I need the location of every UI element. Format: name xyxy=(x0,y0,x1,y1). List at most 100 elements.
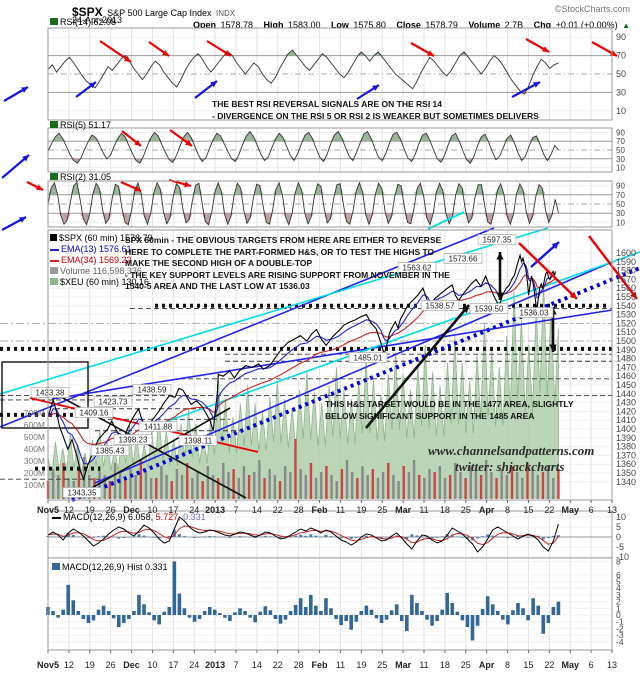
price-label: 1423.73 xyxy=(99,398,128,407)
macd-axis-label: 0 xyxy=(616,532,621,542)
indicator-icon xyxy=(50,18,58,25)
x-axis-label: 25 xyxy=(461,660,471,670)
macd-mini-hist-bar xyxy=(556,535,560,537)
macd-mini-hist-bar xyxy=(102,535,106,537)
arrow-head xyxy=(630,291,637,299)
hist-bar xyxy=(379,615,384,624)
x-axis-label: 2013 xyxy=(205,660,225,670)
x-axis-label: 17 xyxy=(168,660,178,670)
volume-bar xyxy=(294,439,297,499)
x-axis-label: 26 xyxy=(106,660,116,670)
macd-signal-line xyxy=(47,525,559,546)
volume-bar xyxy=(423,478,426,499)
arrow-head xyxy=(532,82,540,88)
volume-bar xyxy=(464,478,467,499)
hist-bar xyxy=(177,593,182,615)
hist-bar xyxy=(480,608,485,615)
price-axis-label: 1580 xyxy=(616,266,636,276)
volume-bar xyxy=(170,481,173,499)
panel-border xyxy=(47,557,613,651)
hist-bar xyxy=(324,598,328,615)
x-axis-label: 28 xyxy=(294,505,304,515)
volume-bar xyxy=(268,469,271,499)
rsi14-legend: RSI(14) 62.08 xyxy=(50,17,116,27)
arrow-head xyxy=(461,305,469,314)
price-label-box xyxy=(469,303,509,314)
x-axis-label: 17 xyxy=(168,505,178,515)
macd-mini-hist-bar xyxy=(380,537,384,539)
price-axis-label: 1590 xyxy=(616,257,636,267)
macd-mini-hist-bar xyxy=(152,537,156,538)
x-axis-label: Feb xyxy=(312,505,329,515)
price-label: 1485.01 xyxy=(354,354,383,363)
volume-bar xyxy=(124,478,127,499)
hist-bar xyxy=(485,596,490,615)
arrow-head xyxy=(224,50,231,56)
hs-target-annotation: THIS H&S TARGET WOULD BE IN THE 1477 ARE… xyxy=(325,399,574,421)
hist-bar xyxy=(399,615,404,622)
price-axis-label: 1560 xyxy=(616,283,636,293)
volume-bar xyxy=(232,469,235,499)
hist-bar xyxy=(319,610,323,615)
volume-bar xyxy=(412,460,416,499)
arrow-head xyxy=(134,139,141,146)
hist-bar xyxy=(192,615,197,622)
macd-mini-hist-bar xyxy=(486,534,490,537)
volume-bar xyxy=(376,478,380,499)
price-label-box xyxy=(514,307,554,318)
macd-mini-hist-bar xyxy=(364,535,368,537)
x-axis-label: 10 xyxy=(147,660,157,670)
arrow-head xyxy=(124,55,131,62)
macd-mini-hist-bar xyxy=(294,535,298,537)
volume-bar xyxy=(459,472,462,499)
macd-mini-hist-bar xyxy=(278,537,282,539)
price-axis-label: 1350 xyxy=(616,468,636,478)
x-axis-label: 15 xyxy=(523,505,533,515)
hist-bar xyxy=(212,609,217,615)
volume-bar xyxy=(62,463,65,499)
hist-bar xyxy=(425,615,429,620)
price-axis-label: 1460 xyxy=(616,371,636,381)
volume-bar xyxy=(51,469,55,499)
volume-bar xyxy=(479,475,483,499)
volume-bar xyxy=(366,475,369,499)
volume-bar xyxy=(247,475,251,499)
panel-border xyxy=(47,180,613,228)
volume-bar xyxy=(557,469,560,499)
ema34-line xyxy=(47,274,556,445)
macd-mini-hist-bar xyxy=(506,537,510,539)
x-axis-label: 25 xyxy=(377,505,387,515)
rsi5-axis-label: 70 xyxy=(616,137,625,146)
macd-mini-hist-bar xyxy=(304,535,308,537)
volume-bar xyxy=(397,481,400,499)
hist-bar xyxy=(541,615,546,634)
macd-line xyxy=(47,516,559,553)
arrow-head xyxy=(496,252,504,260)
x-axis-label: 25 xyxy=(377,660,387,670)
price-label-box xyxy=(443,253,483,264)
rsi5-axis-label: 10 xyxy=(616,164,625,173)
arrow-head xyxy=(210,81,217,88)
watermark-twitter: twitter: shjackcharts xyxy=(455,459,565,474)
price-label: 1398.11 xyxy=(184,437,213,446)
volume-axis-label: 300M xyxy=(24,456,45,466)
macd-axis-label: -5 xyxy=(616,542,624,552)
rsi2-axis-label: 70 xyxy=(616,191,625,200)
hist-axis-label: 0 xyxy=(616,610,621,620)
header-line1: $SPX S&P 500 Large Cap Index INDX xyxy=(72,3,235,21)
price-axis-label: 1490 xyxy=(616,345,636,355)
volume-axis-label: 500M xyxy=(24,432,45,442)
volume-bar xyxy=(510,466,514,499)
price-label: 1539.50 xyxy=(475,305,504,314)
hist-bar xyxy=(86,615,91,624)
hist-bar xyxy=(495,610,500,615)
hist-bar xyxy=(228,615,232,622)
hist-bar xyxy=(61,609,65,615)
macd-mini-hist-bar xyxy=(415,535,419,537)
macd-mini-hist-bar xyxy=(238,536,242,537)
x-axis-label: 11 xyxy=(336,505,345,515)
volume-bar xyxy=(340,469,344,499)
macd-mini-hist-bar xyxy=(491,535,495,537)
volume-bar xyxy=(155,478,158,499)
hist-bar xyxy=(430,615,434,626)
